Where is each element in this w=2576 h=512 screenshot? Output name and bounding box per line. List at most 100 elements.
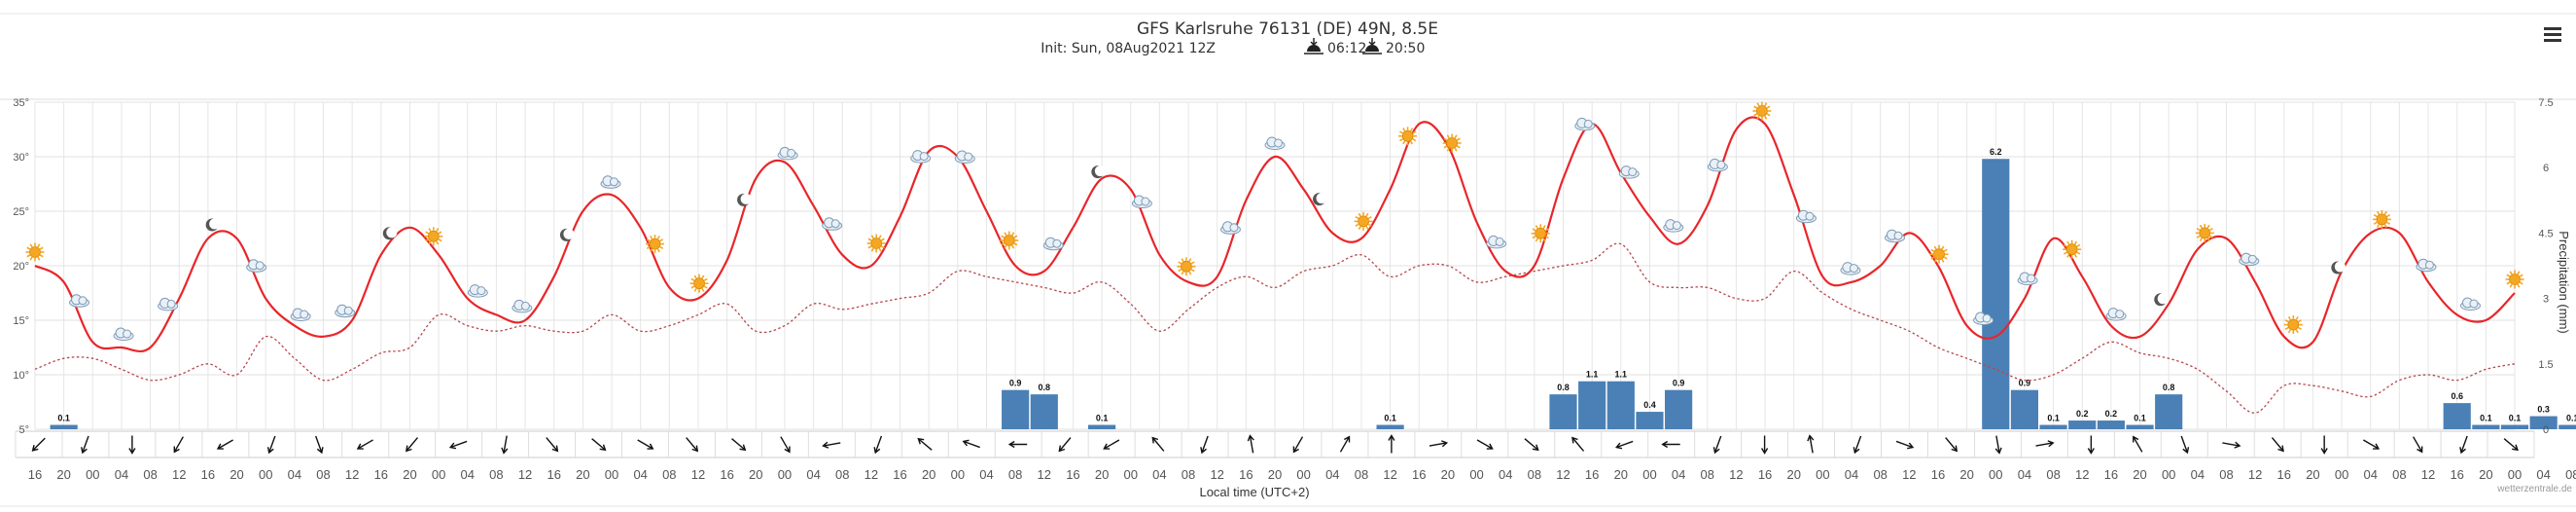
sun-ray xyxy=(2295,315,2299,320)
sun-ray xyxy=(29,256,33,261)
sun-ray xyxy=(878,235,882,239)
moon-cut xyxy=(386,227,398,238)
sun-disc xyxy=(1933,248,1945,261)
cloud-icon xyxy=(600,175,621,189)
x-tick-label: 20 xyxy=(1268,467,1282,482)
sunrise-icon xyxy=(1304,38,1323,55)
wind-head xyxy=(2234,441,2241,449)
precip-bar xyxy=(2529,416,2558,429)
wind-head xyxy=(691,445,699,453)
cloud-puff xyxy=(78,296,88,306)
sun-ray xyxy=(29,243,33,248)
sun-ray xyxy=(436,240,440,245)
precip-label: 1.1 xyxy=(1615,370,1628,380)
sun-ray xyxy=(1443,137,1448,141)
wind-shaft xyxy=(2503,438,2518,451)
x-tick-label: 16 xyxy=(2450,467,2463,482)
sun-ray xyxy=(2509,283,2513,288)
wind-head xyxy=(2133,435,2139,443)
wind-shaft xyxy=(1995,435,2000,453)
sun-ray xyxy=(2064,251,2067,255)
wind-shaft xyxy=(1201,435,1209,453)
sun-ray xyxy=(1933,245,1937,250)
wind-head xyxy=(316,447,324,455)
sun-ray xyxy=(2206,238,2210,242)
wind-arrow xyxy=(2035,440,2055,448)
wind-shaft xyxy=(1616,440,1634,448)
sun-ray xyxy=(2196,235,2201,238)
sun-ray xyxy=(2209,235,2213,238)
cloud-puff xyxy=(1716,160,1726,169)
wind-shaft xyxy=(918,438,933,451)
cloud-icon xyxy=(1840,262,1861,275)
cloud-puff xyxy=(1052,238,1062,248)
sunset-time: 20:50 xyxy=(1386,41,1425,56)
hamburger-menu-icon[interactable] xyxy=(2542,23,2563,45)
y2-axis-title: Precipitation (mm) xyxy=(2557,231,2571,333)
cloud-puff xyxy=(123,329,132,339)
series-lines xyxy=(34,116,2516,414)
x-tick-label: 08 xyxy=(1355,467,1368,482)
sun-ray xyxy=(867,245,872,249)
x-tick-label: 08 xyxy=(835,467,849,482)
moon-icon xyxy=(205,218,221,232)
x-tick-label: 00 xyxy=(86,467,99,482)
wind-shaft xyxy=(503,435,508,453)
x-tick-label: 16 xyxy=(1239,467,1253,482)
x-tick-label: 00 xyxy=(1816,467,1829,482)
x-tick-label: 04 xyxy=(633,467,647,482)
axes: 5° 10° 15° 20° 25° 30° 35° 0 1.5 3 4.5 6 7.5 16 20 00 04… xyxy=(13,97,2576,482)
precip-bar xyxy=(2039,424,2067,429)
wind-arrow xyxy=(637,439,654,450)
sun-ray xyxy=(880,238,885,241)
sun-ray xyxy=(1532,228,1536,232)
precipitation-bars: 0.1 0.9 0.8 0.1 0.1 0.8 1.1 1.1 0.4 0.9 6.2 0.9 0.1 0… xyxy=(50,147,2576,430)
sun-ray xyxy=(2376,224,2381,229)
wind-head xyxy=(406,445,412,453)
dewpoint-line xyxy=(34,242,2516,414)
sun-ray xyxy=(438,231,442,235)
sun-ray xyxy=(1181,271,1184,275)
wind-head xyxy=(2320,448,2328,455)
sun-ray xyxy=(646,238,651,242)
x-tick-label: 16 xyxy=(1585,467,1599,482)
wind-head xyxy=(647,443,654,450)
sun-ray xyxy=(2519,274,2523,277)
sun-ray xyxy=(650,235,653,239)
wind-arrow xyxy=(780,436,791,454)
x-tick-label: 12 xyxy=(1383,467,1396,482)
cloud-icon xyxy=(467,284,488,298)
wind-arrow xyxy=(1007,440,1028,449)
x-tick-label: 04 xyxy=(2536,467,2550,482)
wind-shaft xyxy=(1249,436,1254,454)
cloud-puff xyxy=(1628,167,1638,177)
cloud-icon xyxy=(1795,209,1817,224)
sun-ray xyxy=(2295,329,2299,334)
x-tick-label: 04 xyxy=(2191,467,2205,482)
sun-ray xyxy=(39,254,44,258)
cloud-icon xyxy=(822,217,843,231)
sunset-icon xyxy=(1362,38,1382,55)
wind-arrow xyxy=(1292,436,1304,454)
x-tick-label: 12 xyxy=(691,467,705,482)
x-tick-label: 20 xyxy=(403,467,416,482)
sun-disc xyxy=(870,238,883,249)
cloud-puff xyxy=(787,148,796,158)
wind-head xyxy=(2087,448,2095,455)
y-tick-label: 15° xyxy=(13,315,29,327)
sun-ray xyxy=(2206,224,2210,229)
sun-disc xyxy=(1003,235,1015,246)
sun-ray xyxy=(2284,319,2289,323)
wind-arrow xyxy=(2320,435,2328,455)
wind-arrow xyxy=(1712,435,1722,455)
wind-arrow xyxy=(1339,435,1351,453)
wind-arrow xyxy=(1103,439,1120,450)
cloud-icon xyxy=(335,304,356,318)
wind-row xyxy=(15,430,2535,458)
wind-arrow xyxy=(873,435,883,455)
sun-ray xyxy=(1190,269,1195,273)
x-axis-title: Local time (UTC+2) xyxy=(1199,485,1309,499)
wind-head xyxy=(1807,434,1815,442)
precip-label: 0.1 xyxy=(57,414,70,423)
precip-label: 0.9 xyxy=(1673,379,1685,388)
